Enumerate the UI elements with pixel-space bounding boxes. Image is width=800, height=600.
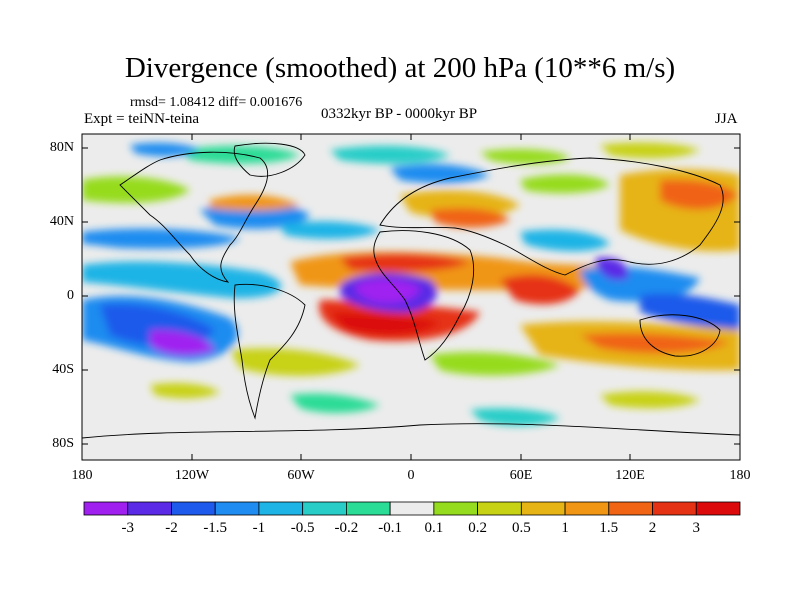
eurasia-coast xyxy=(379,157,724,276)
lon-ticks xyxy=(81,134,741,460)
colorbar xyxy=(83,501,741,516)
lon-label-120w: 120W xyxy=(174,468,210,483)
colorbar-swatch-8 xyxy=(433,501,479,516)
page-title: Divergence (smoothed) at 200 hPa (10**6 … xyxy=(124,52,676,84)
colorbar-swatch-5 xyxy=(302,501,347,516)
colorbar-label-5: -0.2 xyxy=(334,520,359,536)
colorbar-swatch-0 xyxy=(83,501,129,516)
colorbar-swatch-10 xyxy=(520,501,566,516)
colorbar-label-1: -2 xyxy=(165,520,178,536)
rmsd-stats: rmsd= 1.08412 diff= 0.001676 xyxy=(130,95,303,110)
period-label: 0332kyr BP - 0000kyr BP xyxy=(321,106,478,122)
colorbar-swatch-3 xyxy=(214,501,260,516)
lon-label-180e: 180 xyxy=(729,468,751,483)
colorbar-label-13: 3 xyxy=(692,520,701,536)
colorbar-swatch-13 xyxy=(652,501,697,516)
lon-label-0: 0 xyxy=(407,468,415,483)
colorbar-label-2: -1.5 xyxy=(203,520,228,536)
lat-label-0: 0 xyxy=(67,288,74,303)
australia-coast xyxy=(639,314,721,357)
north-america-coast xyxy=(119,151,269,283)
colorbar-swatch-12 xyxy=(608,501,653,516)
lat-label-40s: 40S xyxy=(52,362,74,377)
lon-label-120e: 120E xyxy=(615,468,645,483)
greenland-coast xyxy=(233,142,306,177)
colorbar-swatch-7 xyxy=(389,501,435,516)
colorbar-swatch-11 xyxy=(564,501,610,516)
colorbar-label-4: -0.5 xyxy=(290,520,315,536)
lat-label-80n: 80N xyxy=(49,140,74,155)
colorbar-label-7: 0.1 xyxy=(424,520,444,536)
colorbar-label-3: -1 xyxy=(252,520,266,536)
colorbar-label-0: -3 xyxy=(121,520,134,536)
experiment-label: Expt = teiNN-teina xyxy=(84,111,200,127)
lon-label-60w: 60W xyxy=(287,468,315,483)
colorbar-label-11: 1.5 xyxy=(599,520,619,536)
lat-ticks xyxy=(82,147,740,445)
africa-coast xyxy=(373,230,475,361)
colorbar-label-6: -0.1 xyxy=(378,520,402,536)
colorbar-swatch-4 xyxy=(258,501,304,516)
coastlines xyxy=(82,142,740,439)
colorbar-swatch-14 xyxy=(695,501,741,516)
south-america-coast xyxy=(233,283,306,420)
lat-label-40n: 40N xyxy=(49,214,74,229)
colorbar-label-8: 0.2 xyxy=(468,520,487,536)
lat-label-80s: 80S xyxy=(52,436,74,451)
colorbar-swatch-6 xyxy=(345,501,391,516)
antarctica-coast xyxy=(82,423,740,439)
colorbar-label-12: 2 xyxy=(648,520,657,536)
colorbar-label-10: 1 xyxy=(561,520,569,536)
colorbar-label-9: 0.5 xyxy=(511,520,531,536)
contour-field xyxy=(82,134,740,460)
season-label: JJA xyxy=(715,111,738,127)
colorbar-swatch-2 xyxy=(171,501,216,516)
lon-label-180w: 180 xyxy=(71,468,93,483)
lon-label-60e: 60E xyxy=(509,468,533,483)
colorbar-swatch-1 xyxy=(127,501,172,516)
colorbar-swatch-9 xyxy=(477,501,522,516)
